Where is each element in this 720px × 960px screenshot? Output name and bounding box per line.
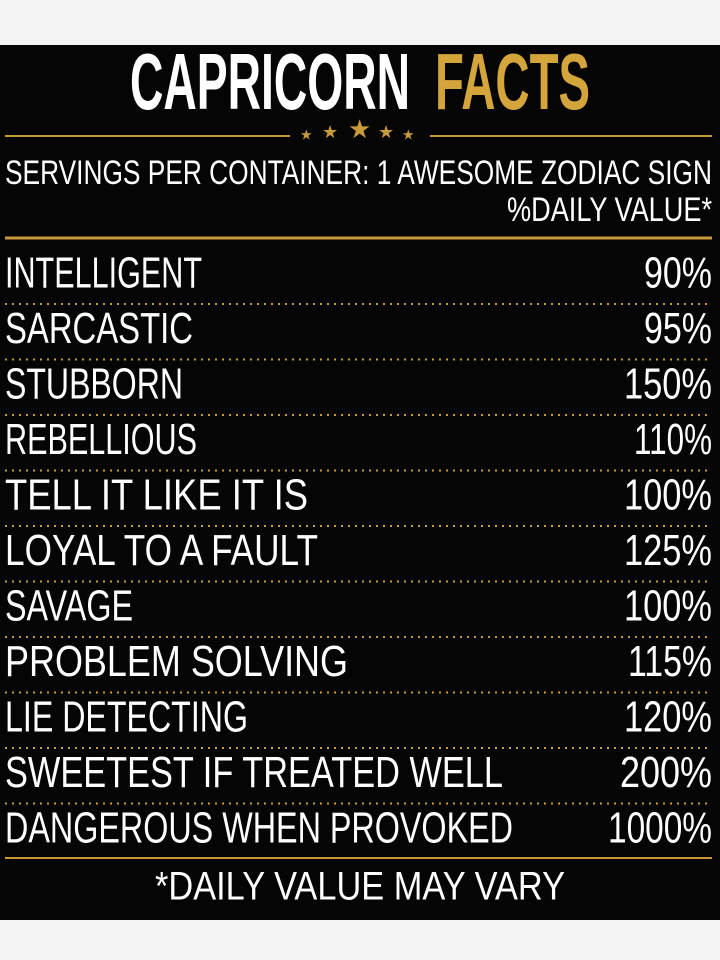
row-label: LIE DETECTING: [5, 693, 248, 742]
row-value: 90%: [644, 249, 712, 298]
svg-text:★: ★: [378, 122, 394, 142]
footer: *DAILY VALUE MAY VARY: [155, 865, 565, 909]
daily-value-heading: %DAILY VALUE*: [507, 191, 712, 229]
svg-text:★: ★: [348, 114, 371, 144]
row-label: PROBLEM SOLVING: [5, 637, 348, 686]
row-value: 115%: [628, 637, 712, 686]
svg-text:★: ★: [402, 127, 415, 143]
row-label: STUBBORN: [5, 360, 183, 409]
row-value: 120%: [624, 693, 712, 742]
row-label: REBELLIOUS: [5, 415, 197, 464]
row-label: SARCASTIC: [5, 304, 193, 353]
row-label: DANGEROUS WHEN PROVOKED: [5, 804, 513, 853]
star-divider: ★ ★ ★ ★ ★: [5, 114, 712, 144]
title-white: CAPRICORN: [130, 37, 410, 126]
svg-text:★: ★: [300, 127, 313, 143]
panel: [0, 45, 720, 920]
title-gold: FACTS: [435, 37, 590, 126]
rows: INTELLIGENT 90% SARCASTIC 95% STUBBORN 150% RE…: [5, 249, 712, 853]
row-label: TELL IT LIKE IT IS: [5, 471, 308, 520]
row-label: SWEETEST IF TREATED WELL: [5, 748, 503, 797]
svg-text:★: ★: [322, 122, 338, 142]
row-value: 125%: [624, 526, 712, 575]
row-value: 110%: [634, 415, 712, 464]
row-value: 100%: [624, 582, 712, 631]
row-label: SAVAGE: [5, 582, 133, 631]
row-label: INTELLIGENT: [5, 249, 202, 298]
row-value: 1000%: [608, 804, 712, 853]
row-value: 95%: [644, 304, 712, 353]
row-value: 100%: [624, 471, 712, 520]
row-value: 150%: [624, 360, 712, 409]
servings: SERVINGS PER CONTAINER: 1 AWESOME ZODIAC…: [5, 154, 712, 192]
row-label: LOYAL TO A FAULT: [5, 526, 318, 575]
row-value: 200%: [620, 748, 712, 797]
